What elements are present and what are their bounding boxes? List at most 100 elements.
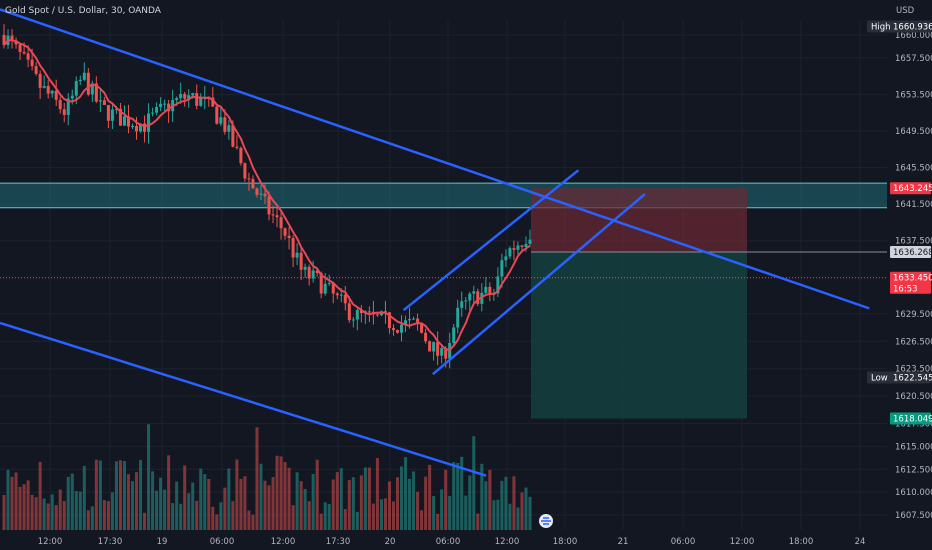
- candle-body: [496, 276, 500, 294]
- time-tick-label: 06:00: [436, 537, 461, 547]
- volume-bar: [319, 513, 323, 530]
- candle-body: [404, 320, 408, 325]
- candle-body: [528, 239, 532, 244]
- volume-bar: [30, 494, 34, 530]
- candle-body: [2, 35, 6, 46]
- price-axis[interactable]: 1660.000 1657.500 1653.500 1649.500 1645.500…: [895, 31, 932, 521]
- volume-bar: [54, 505, 58, 530]
- candle-body: [367, 311, 371, 313]
- time-tick-label: 12:00: [495, 537, 520, 547]
- volume-bar: [50, 494, 54, 530]
- volume-bar: [516, 507, 520, 530]
- candle-body: [504, 256, 508, 261]
- volume-bar: [167, 455, 171, 530]
- time-tick-label: 17:30: [326, 537, 351, 547]
- volume-bar: [271, 477, 275, 530]
- candle-body: [62, 109, 66, 115]
- candle-body: [295, 252, 299, 258]
- volume-bar: [444, 469, 448, 530]
- volume-bar: [484, 481, 488, 530]
- volume-bar: [464, 495, 468, 530]
- volume-bar: [279, 456, 283, 530]
- candle-body: [271, 214, 275, 216]
- candle-body: [118, 108, 122, 126]
- candle-body: [163, 103, 167, 105]
- candle-body: [307, 266, 311, 279]
- volume-bar: [135, 472, 139, 530]
- price-tick-label: 1629.500: [895, 310, 932, 320]
- candle-body: [323, 283, 327, 294]
- candle-body: [38, 73, 42, 88]
- candle-body: [195, 93, 199, 106]
- volume-bar: [267, 485, 271, 530]
- volume-bar: [247, 510, 251, 530]
- candles: [2, 24, 532, 369]
- price-tag-label: Low: [871, 373, 888, 383]
- volume-bar: [187, 493, 191, 530]
- volume-bar: [118, 460, 122, 530]
- price-tag-countdown: 16:53: [893, 285, 918, 295]
- volume-bar: [508, 503, 512, 530]
- volume-bar: [66, 476, 70, 530]
- price-tag-value: 1633.450: [893, 274, 932, 284]
- candle-body: [86, 72, 90, 95]
- candle-body: [175, 98, 179, 101]
- tv-logo-icon[interactable]: [539, 514, 553, 528]
- volume-bars: [2, 424, 532, 530]
- volume-bar: [251, 514, 255, 530]
- volume-bar: [291, 505, 295, 530]
- volume-bar: [62, 501, 66, 530]
- candle-body: [424, 332, 428, 342]
- candle-body: [239, 147, 243, 164]
- candle-body: [375, 314, 379, 316]
- volume-bar: [98, 460, 102, 530]
- candle-body: [255, 188, 259, 195]
- candle-body: [70, 95, 74, 99]
- candle-body: [416, 318, 420, 325]
- time-tick-label: 18:00: [553, 537, 578, 547]
- volume-bar: [159, 477, 163, 530]
- time-axis[interactable]: 12:00 17:30 19 06:00 12:00 17:30 20 06:00 12:00 1…: [38, 537, 866, 547]
- candle-body: [391, 328, 395, 331]
- volume-bar: [468, 475, 472, 530]
- time-tick-label: 24: [855, 537, 866, 547]
- symbol-title: Gold Spot / U.S. Dollar, 30, OANDA: [5, 6, 162, 16]
- volume-bar: [227, 468, 231, 530]
- candle-body: [395, 330, 399, 333]
- time-tick-label: 06:00: [671, 537, 696, 547]
- moving-average: [3, 39, 531, 351]
- volume-bar: [307, 501, 311, 530]
- volume-bar: [351, 477, 355, 530]
- volume-bar: [383, 498, 387, 530]
- candle-body: [102, 100, 106, 105]
- price-tick-label: 1615.000: [895, 442, 932, 452]
- candle-body: [456, 307, 460, 328]
- volume-bar: [18, 486, 22, 530]
- volume-bar: [424, 476, 428, 530]
- candle-body: [235, 146, 239, 148]
- candle-body: [524, 243, 528, 247]
- candle-body: [227, 125, 231, 132]
- volume-bar: [375, 458, 379, 530]
- price-tag-value: 1636.268: [893, 248, 932, 258]
- volume-bar: [38, 462, 42, 530]
- trendlines[interactable]: [0, 8, 870, 477]
- volume-bar: [255, 427, 259, 530]
- volume-bar: [331, 479, 335, 530]
- volume-bar: [183, 465, 187, 530]
- candle-body: [303, 266, 307, 270]
- volume-bar: [496, 499, 500, 530]
- time-tick-label: 12:00: [730, 537, 755, 547]
- volume-bar: [428, 464, 432, 530]
- candle-body: [263, 193, 267, 197]
- candle-body: [476, 291, 480, 304]
- ma-line: [3, 39, 531, 351]
- take-profit-zone: [531, 251, 747, 419]
- candle-body: [440, 348, 444, 356]
- time-tick-label: 17:30: [98, 537, 123, 547]
- volume-bar: [199, 468, 203, 530]
- volume-bar: [492, 500, 496, 530]
- candle-body: [183, 93, 187, 99]
- price-tick-label: 1649.500: [895, 127, 932, 137]
